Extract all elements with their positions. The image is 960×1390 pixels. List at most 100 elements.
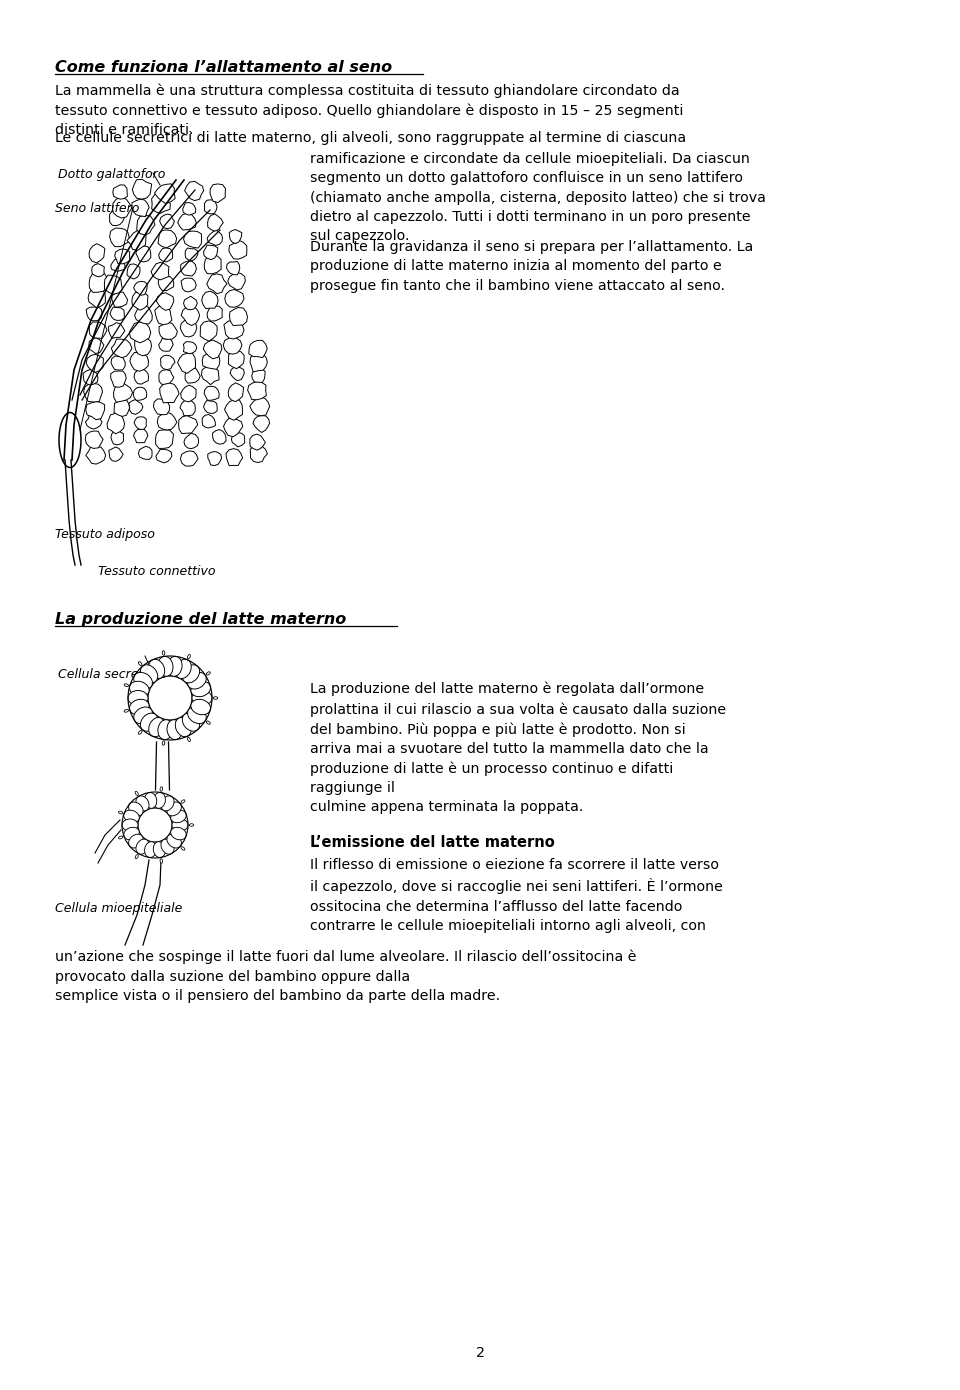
Ellipse shape (122, 819, 138, 831)
Ellipse shape (154, 792, 165, 809)
Text: Cellula mioepiteliale: Cellula mioepiteliale (55, 902, 182, 915)
Ellipse shape (161, 796, 174, 810)
Polygon shape (109, 211, 124, 225)
Polygon shape (185, 247, 198, 261)
Polygon shape (250, 398, 270, 416)
Polygon shape (183, 296, 198, 310)
Ellipse shape (176, 659, 191, 678)
Polygon shape (182, 203, 196, 215)
Text: L’emissione del latte materno: L’emissione del latte materno (310, 835, 555, 851)
Ellipse shape (187, 673, 206, 689)
Polygon shape (227, 261, 240, 275)
Polygon shape (113, 185, 128, 199)
Polygon shape (207, 214, 224, 231)
Polygon shape (203, 353, 220, 370)
Polygon shape (250, 434, 265, 450)
Ellipse shape (187, 737, 190, 741)
Polygon shape (156, 430, 174, 449)
Polygon shape (88, 289, 106, 307)
Ellipse shape (140, 713, 157, 731)
Polygon shape (111, 356, 126, 370)
Polygon shape (210, 183, 226, 203)
Ellipse shape (130, 699, 149, 714)
Polygon shape (179, 416, 198, 434)
Ellipse shape (118, 812, 123, 815)
Polygon shape (180, 320, 197, 336)
Ellipse shape (213, 696, 218, 699)
Polygon shape (109, 228, 129, 246)
Polygon shape (253, 416, 270, 432)
Polygon shape (202, 291, 218, 309)
Ellipse shape (154, 842, 165, 858)
Polygon shape (185, 368, 201, 384)
Polygon shape (111, 430, 124, 445)
Ellipse shape (136, 796, 149, 810)
Polygon shape (108, 413, 125, 434)
Polygon shape (111, 339, 132, 357)
Polygon shape (204, 254, 221, 274)
Ellipse shape (182, 664, 200, 682)
Polygon shape (230, 367, 244, 381)
Polygon shape (156, 293, 174, 310)
Polygon shape (84, 384, 103, 402)
Polygon shape (108, 448, 123, 461)
Polygon shape (226, 449, 243, 466)
Ellipse shape (124, 709, 129, 712)
Polygon shape (127, 231, 146, 250)
Polygon shape (228, 382, 244, 402)
Polygon shape (212, 430, 226, 445)
Ellipse shape (124, 810, 139, 823)
Text: 2: 2 (475, 1346, 485, 1359)
Polygon shape (202, 367, 219, 385)
Polygon shape (151, 263, 169, 279)
Polygon shape (159, 382, 180, 403)
Polygon shape (112, 197, 132, 218)
Polygon shape (207, 452, 222, 466)
Polygon shape (152, 195, 170, 213)
Polygon shape (180, 450, 198, 466)
Polygon shape (206, 274, 227, 293)
Polygon shape (84, 370, 98, 385)
Polygon shape (89, 272, 109, 292)
Polygon shape (228, 350, 244, 368)
Ellipse shape (129, 802, 143, 816)
Polygon shape (127, 264, 140, 279)
Polygon shape (224, 321, 244, 339)
Text: Le cellule secretrici di latte materno, gli alveoli, sono raggruppate al termine: Le cellule secretrici di latte materno, … (55, 131, 686, 145)
Polygon shape (134, 417, 146, 430)
Polygon shape (86, 354, 104, 373)
Polygon shape (180, 400, 195, 416)
Polygon shape (183, 342, 197, 354)
Polygon shape (89, 322, 107, 338)
Polygon shape (158, 275, 174, 291)
Polygon shape (231, 432, 245, 446)
Polygon shape (108, 322, 125, 338)
Text: Tessuto connettivo: Tessuto connettivo (98, 564, 215, 578)
Ellipse shape (191, 699, 210, 714)
Ellipse shape (162, 651, 165, 655)
Polygon shape (136, 246, 151, 261)
Polygon shape (129, 399, 143, 414)
Polygon shape (156, 449, 172, 463)
Ellipse shape (192, 691, 212, 706)
Ellipse shape (149, 659, 165, 678)
Polygon shape (228, 272, 245, 291)
Ellipse shape (187, 655, 190, 659)
Ellipse shape (135, 855, 138, 859)
Polygon shape (204, 200, 217, 214)
Polygon shape (132, 179, 152, 199)
Text: La produzione del latte materno è regolata dall’ormone
prolattina il cui rilasci: La produzione del latte materno è regola… (310, 682, 726, 815)
Ellipse shape (167, 802, 181, 816)
Polygon shape (181, 278, 196, 292)
Ellipse shape (162, 741, 165, 745)
Polygon shape (184, 434, 199, 449)
Polygon shape (207, 229, 223, 246)
Ellipse shape (171, 810, 186, 823)
Text: Il riflesso di emissione o eiezione fa scorrere il latte verso
il capezzolo, dov: Il riflesso di emissione o eiezione fa s… (310, 858, 723, 933)
Polygon shape (178, 213, 196, 229)
Polygon shape (158, 247, 173, 261)
Ellipse shape (176, 717, 191, 737)
Polygon shape (252, 368, 265, 382)
Polygon shape (105, 275, 123, 295)
Polygon shape (134, 336, 152, 356)
